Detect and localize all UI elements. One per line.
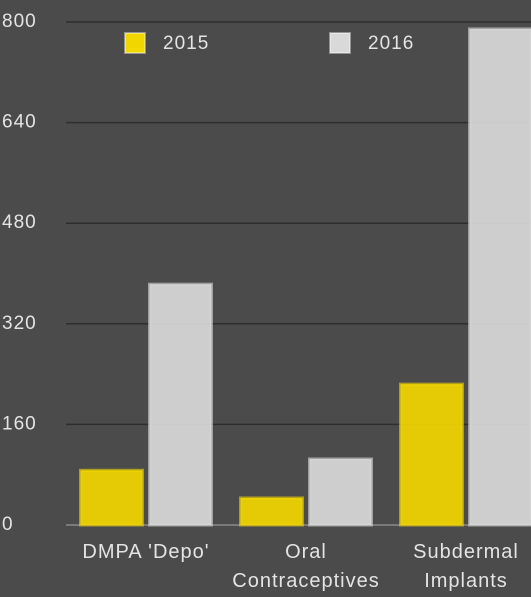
bar xyxy=(79,468,144,527)
y-tick-label: 480 xyxy=(2,212,37,233)
y-tick-label: 320 xyxy=(2,313,37,334)
x-tick-label: Oral Contraceptives xyxy=(232,541,380,592)
legend-label: 2015 xyxy=(163,33,209,54)
y-tick-label: 800 xyxy=(2,11,37,32)
bar xyxy=(308,457,373,527)
y-tick-label: 160 xyxy=(2,413,37,434)
legend-swatch xyxy=(329,32,351,54)
legend-label: 2016 xyxy=(368,33,414,54)
y-tick-label: 640 xyxy=(2,112,37,133)
bar xyxy=(148,282,213,527)
y-tick-label: 0 xyxy=(2,514,14,535)
legend-swatch xyxy=(124,32,146,54)
bar xyxy=(468,27,531,527)
bar xyxy=(399,382,464,527)
x-tick-label: Subdermal Implants xyxy=(413,541,519,592)
x-tick-label: DMPA 'Depo' xyxy=(82,541,210,563)
bar xyxy=(239,496,304,527)
